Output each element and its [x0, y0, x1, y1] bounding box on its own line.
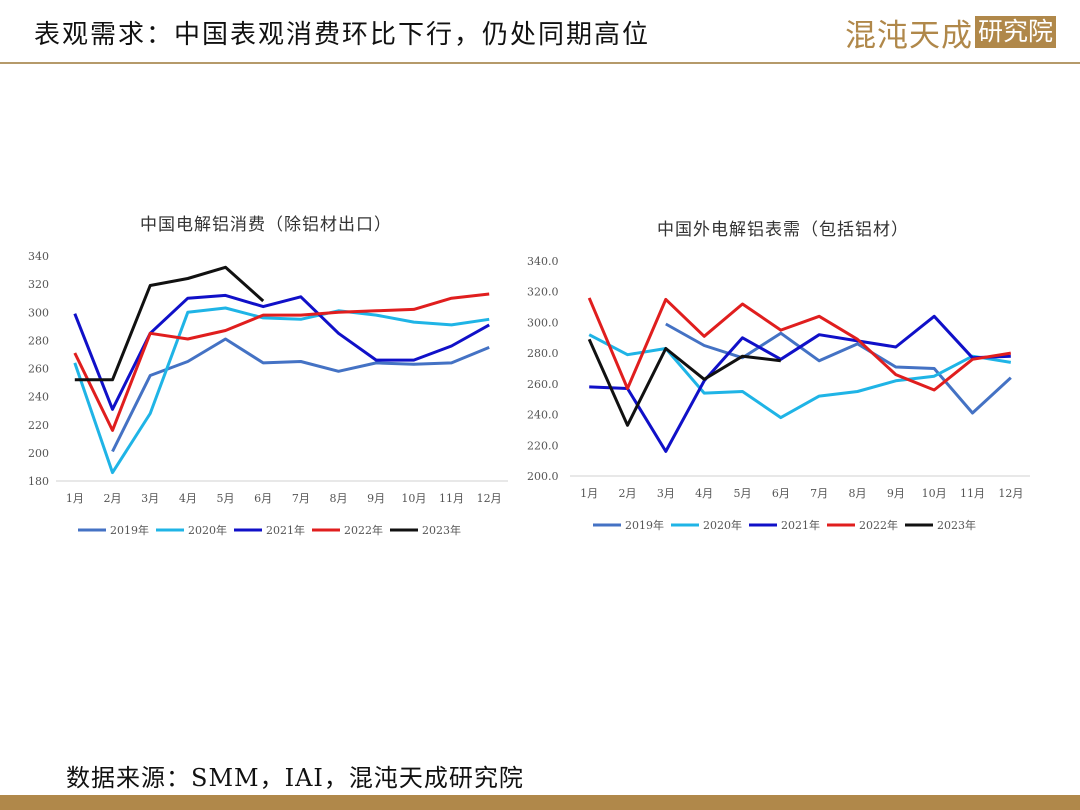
left-chart-series-line-2019年 [111, 337, 490, 453]
left-chart-legend-label: 2023年 [422, 523, 461, 537]
left-chart-y-tick-label: 220 [28, 419, 49, 432]
left-chart-x-tick-label: 1月 [66, 492, 84, 505]
left-chart-x-tick-label: 8月 [330, 492, 348, 505]
left-chart-y-tick-label: 260 [28, 363, 49, 376]
right-chart-x-tick-label: 10月 [922, 487, 947, 500]
right-chart-legend-label: 2023年 [937, 518, 976, 532]
left-chart-legend-label: 2022年 [344, 523, 383, 537]
left-chart-x-tick-label: 9月 [367, 492, 385, 505]
right-chart-x-tick-label: 9月 [887, 487, 905, 500]
right-chart-legend-label: 2022年 [859, 518, 898, 532]
left-chart-x-tick-label: 6月 [254, 492, 272, 505]
right-chart-x-tick-label: 8月 [849, 487, 867, 500]
right-chart-x-tick-label: 12月 [998, 487, 1023, 500]
logo-boxed-text: 研究院 [975, 16, 1057, 48]
right-chart-y-tick-label: 260.0 [527, 378, 559, 391]
left-chart-y-tick-label: 280 [28, 334, 49, 347]
left-chart-title: 中国电解铝消费（除铝材出口） [140, 215, 392, 235]
right-chart-legend-label: 2019年 [625, 518, 664, 532]
left-chart-x-tick-label: 3月 [141, 492, 159, 505]
left-chart-x-tick-label: 11月 [439, 492, 464, 505]
right-chart-x-tick-label: 11月 [960, 487, 985, 500]
brand-logo: 混沌天成 研究院 [845, 12, 1057, 54]
left-chart-x-tick-label: 5月 [217, 492, 235, 505]
left-chart-y-tick-label: 300 [28, 306, 49, 319]
left-chart-y-tick-label: 200 [28, 447, 49, 460]
right-chart-y-tick-label: 340.0 [527, 255, 559, 268]
left-chart-legend-label: 2020年 [188, 523, 227, 537]
right-chart-series-line-2020年 [588, 333, 1012, 420]
left-chart-x-tick-label: 2月 [104, 492, 122, 505]
header-divider [0, 62, 1080, 64]
right-chart-y-tick-label: 240.0 [527, 409, 559, 422]
logo-main-text: 混沌天成 [845, 17, 973, 54]
right-chart-y-tick-label: 320.0 [527, 286, 559, 299]
right-chart-title: 中国外电解铝表需（包括铝材） [657, 220, 909, 240]
left-chart-series-line-2023年 [74, 265, 265, 382]
data-source-note: 数据来源：SMM，IAI，混沌天成研究院 [66, 764, 524, 792]
right-chart-x-tick-label: 6月 [772, 487, 790, 500]
right-chart-x-tick-label: 7月 [810, 487, 828, 500]
left-chart-x-tick-label: 7月 [292, 492, 310, 505]
right-chart-x-tick-label: 2月 [619, 487, 637, 500]
chart-overseas-demand: 中国外电解铝表需（包括铝材） 200.0 220.0 240.0 260.0 280.0 3… [527, 220, 1030, 532]
right-chart-series-line-2022年 [587, 297, 1012, 392]
left-chart-y-tick-label: 240 [28, 391, 49, 404]
right-chart-legend-label: 2021年 [781, 518, 820, 532]
left-chart-y-tick-label: 180 [28, 475, 49, 488]
right-chart-x-tick-label: 1月 [580, 487, 598, 500]
right-chart-y-tick-label: 200.0 [527, 470, 559, 483]
footer-bar [0, 795, 1080, 810]
right-chart-x-tick-label: 5月 [734, 487, 752, 500]
left-chart-series-line-2020年 [73, 306, 490, 475]
left-chart-legend-label: 2019年 [110, 523, 149, 537]
right-chart-series-line-2021年 [589, 314, 1011, 453]
right-chart-y-tick-label: 300.0 [527, 316, 559, 329]
right-chart-series-line-2019年 [665, 322, 1012, 415]
right-chart-y-tick-label: 220.0 [527, 439, 559, 452]
left-chart-legend-label: 2021年 [266, 523, 305, 537]
right-chart-series-line-2023年 [587, 338, 781, 427]
right-chart-x-tick-label: 3月 [657, 487, 675, 500]
chart-china-consumption: 中国电解铝消费（除铝材出口） 180 200 220 240 260 280 300 320 34… [28, 215, 508, 537]
left-chart-x-tick-label: 4月 [179, 492, 197, 505]
left-chart-series-line-2022年 [73, 292, 490, 432]
left-chart-y-tick-label: 340 [28, 250, 49, 263]
left-chart-series-line-2021年 [73, 293, 490, 411]
left-chart-x-tick-label: 10月 [401, 492, 426, 505]
right-chart-x-tick-label: 4月 [695, 487, 713, 500]
left-chart-y-tick-label: 320 [28, 278, 49, 291]
right-chart-legend-label: 2020年 [703, 518, 742, 532]
left-chart-x-tick-label: 12月 [477, 492, 502, 505]
page-title: 表观需求：中国表观消费环比下行，仍处同期高位 [34, 20, 651, 50]
right-chart-y-tick-label: 280.0 [527, 347, 559, 360]
